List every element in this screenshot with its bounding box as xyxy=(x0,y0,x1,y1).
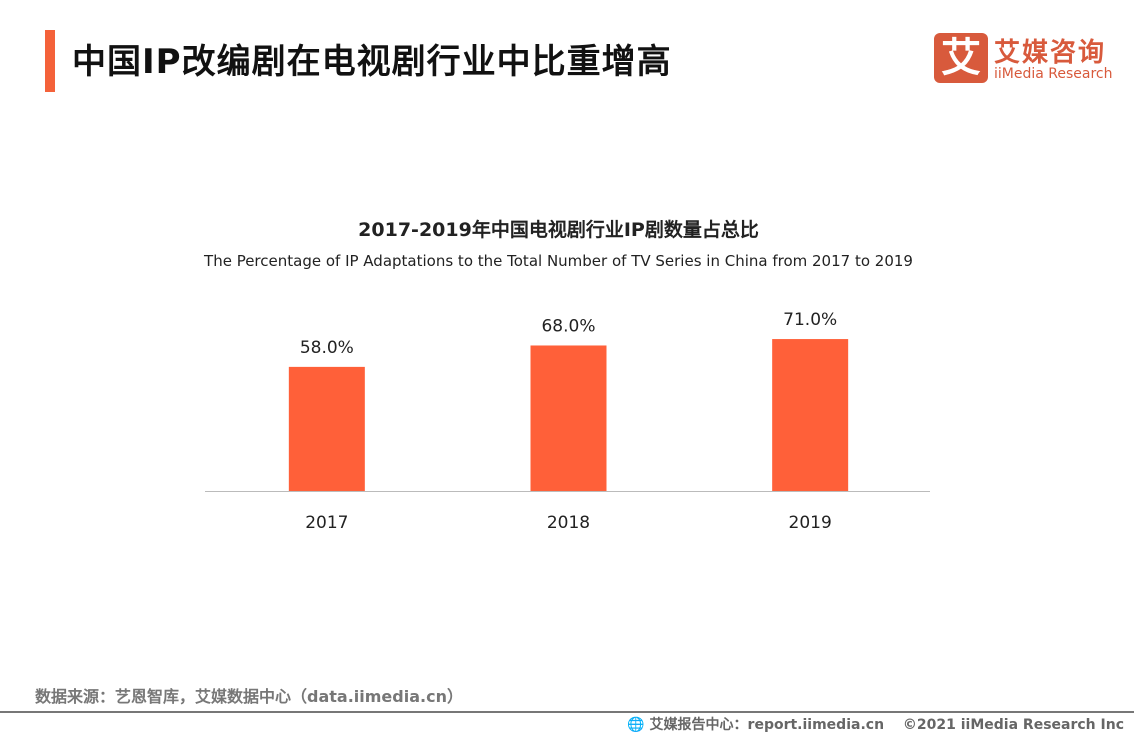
bar-2019 xyxy=(772,339,849,491)
iimedia-logo: 艾 xyxy=(934,33,988,83)
footer-divider xyxy=(0,711,1134,713)
globe-icon: 🌐 xyxy=(627,717,645,733)
data-label-2017: 58.0% xyxy=(300,338,354,358)
logo-text-en: iiMedia Research xyxy=(994,66,1113,82)
x-tick-label-2018: 2018 xyxy=(547,513,590,533)
footer-info: 🌐 艾媒报告中心：report.iimedia.cn ©2021 iiMedia… xyxy=(627,714,1124,734)
bar-2018 xyxy=(530,345,607,491)
data-label-2018: 68.0% xyxy=(541,316,595,336)
chart-subtitle: The Percentage of IP Adaptations to the … xyxy=(204,252,913,270)
page-title: 中国IP改编剧在电视剧行业中比重增高 xyxy=(72,42,672,82)
report-center[interactable]: 艾媒报告中心：report.iimedia.cn xyxy=(649,717,885,733)
logo-text-cn: 艾媒咨询 xyxy=(994,38,1107,68)
bar-2017 xyxy=(288,366,365,491)
x-tick-label-2019: 2019 xyxy=(789,513,832,533)
chart-title: 2017-2019年中国电视剧行业IP剧数量占总比 xyxy=(358,219,759,241)
copyright: ©2021 iiMedia Research Inc xyxy=(902,717,1124,733)
data-source: 数据来源：艺恩智库，艾媒数据中心（data.iimedia.cn） xyxy=(35,687,463,706)
data-label-2019: 71.0% xyxy=(783,310,837,330)
title-accent-bar xyxy=(45,30,55,92)
x-tick-label-2017: 2017 xyxy=(305,513,348,533)
